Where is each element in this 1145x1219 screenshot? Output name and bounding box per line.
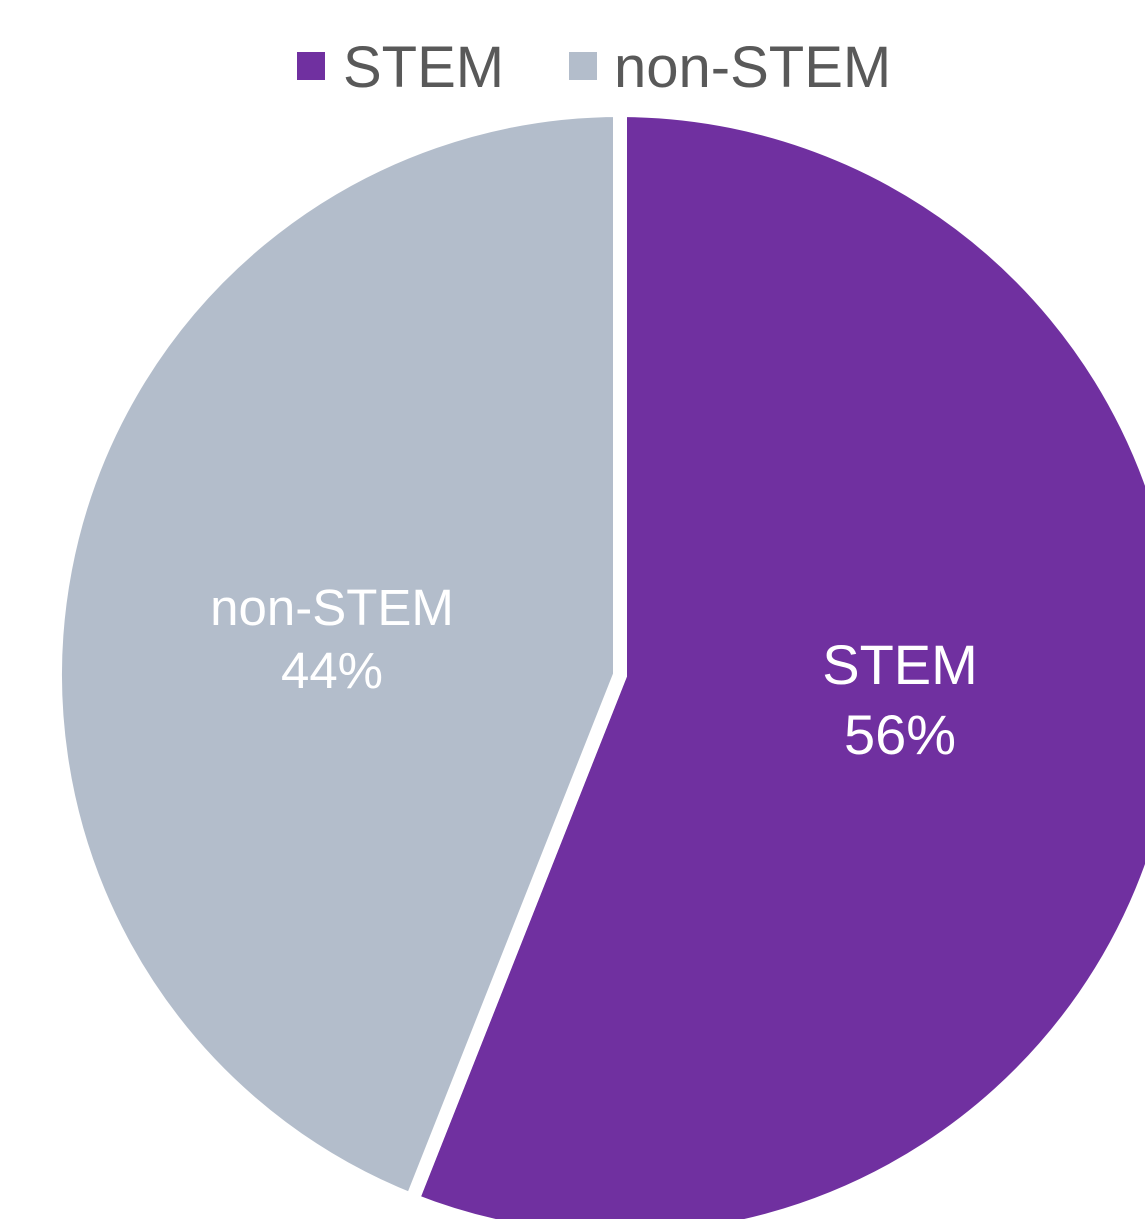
pie-slices <box>48 102 1145 1219</box>
pie-slice-stem <box>402 102 1145 1219</box>
legend: STEM non-STEM <box>297 35 891 100</box>
slice-label-stem-category: STEM <box>822 633 978 696</box>
slice-label-non-stem-percent: 44% <box>281 642 383 699</box>
legend-label-stem: STEM <box>343 35 504 100</box>
slice-label-non-stem-category: non-STEM <box>210 579 454 636</box>
pie-slice-non-stem <box>48 102 627 1210</box>
legend-label-non-stem: non-STEM <box>614 35 891 100</box>
legend-swatch-stem <box>297 52 325 80</box>
slice-labels: STEM 56% non-STEM 44% <box>210 579 978 766</box>
legend-swatch-non-stem <box>569 52 597 80</box>
slice-label-stem-percent: 56% <box>844 703 956 766</box>
